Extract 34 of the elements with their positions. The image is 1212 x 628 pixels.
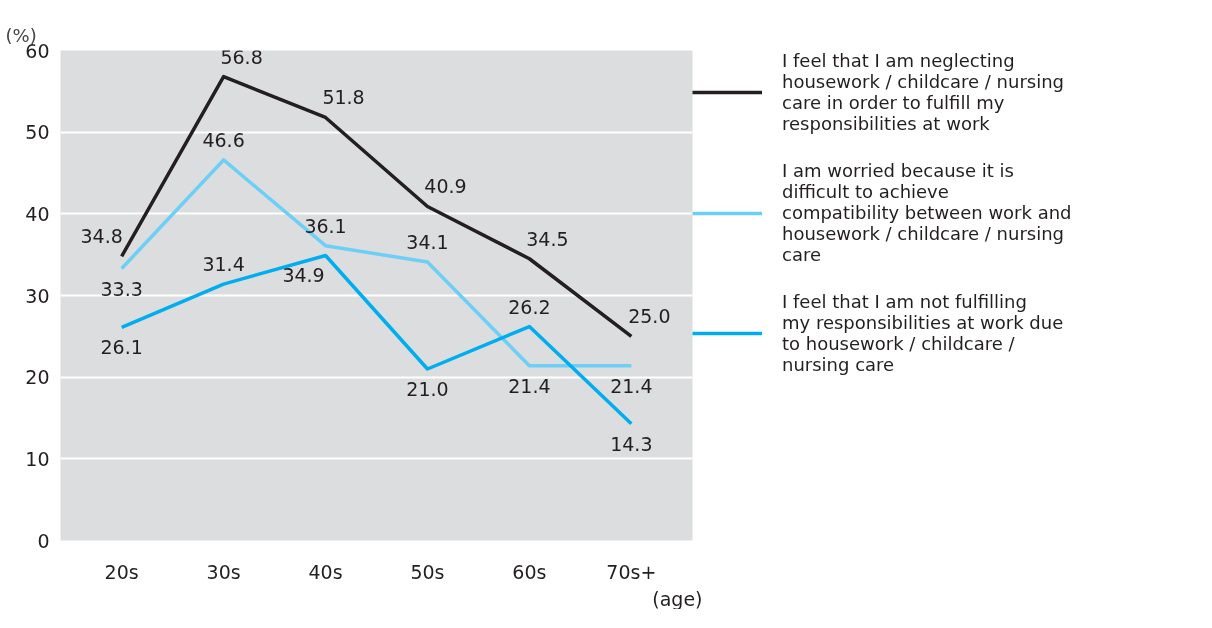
data-label: 33.3 xyxy=(100,277,143,300)
x-axis-title: (age) xyxy=(652,587,703,610)
x-tick-label: 30s xyxy=(206,560,241,583)
data-label: 40.9 xyxy=(424,175,467,198)
legend-label: I feel that I am neglecting housework / childcare / nursing care in order to fulfill my responsibilities at work xyxy=(782,50,1065,134)
x-tick-label: 20s xyxy=(104,560,139,583)
data-label: 34.1 xyxy=(406,231,449,254)
x-tick-label: 50s xyxy=(410,560,445,583)
y-tick-label: 50 xyxy=(25,121,50,144)
data-label: 25.0 xyxy=(628,305,671,328)
data-label: 31.4 xyxy=(202,253,245,276)
y-tick-label: 0 xyxy=(37,529,50,552)
y-tick-label: 20 xyxy=(25,366,50,389)
data-label: 56.8 xyxy=(220,45,263,68)
x-tick-label: 40s xyxy=(308,560,343,583)
x-tick-label: 70s+ xyxy=(606,560,657,583)
data-label: 36.1 xyxy=(304,214,347,237)
y-tick-label: 40 xyxy=(25,202,50,225)
data-label: 21.0 xyxy=(406,378,449,400)
data-label: 46.6 xyxy=(202,128,245,151)
y-tick-label: 30 xyxy=(25,284,50,307)
legend-label: I am worried because it is difficult to achieve compatibility between work and housework / childcare / nursing care xyxy=(782,160,1072,265)
data-label: 51.8 xyxy=(322,86,365,109)
legend-label: I feel that I am not fulfilling my responsibilities at work due to housework / childcare / nursing care xyxy=(782,291,1064,375)
data-label: 21.4 xyxy=(610,374,653,397)
x-tick-label: 60s xyxy=(512,560,547,583)
data-label: 14.3 xyxy=(610,432,653,455)
data-label: 34.5 xyxy=(526,227,569,250)
data-label: 26.2 xyxy=(508,295,551,318)
data-label: 26.1 xyxy=(100,336,143,359)
y-tick-label: 10 xyxy=(25,447,50,470)
data-label: 34.9 xyxy=(282,264,325,287)
data-label: 21.4 xyxy=(508,374,551,397)
data-label: 34.8 xyxy=(80,225,123,248)
